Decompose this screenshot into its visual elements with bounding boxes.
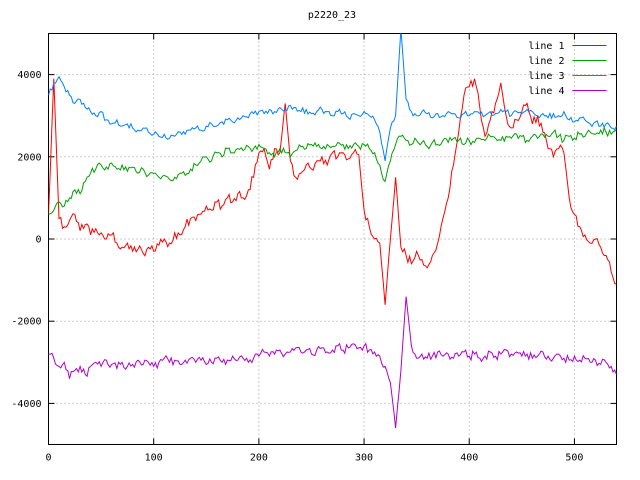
- x-tick-label: 400: [460, 453, 478, 464]
- y-tick-label: -2000: [11, 317, 41, 328]
- legend: line 1 line 2 line 3 line 4: [528, 41, 607, 97]
- chart-title: p2220_23: [308, 10, 356, 21]
- x-tick-label: 100: [145, 453, 163, 464]
- series-line-4: [48, 296, 617, 429]
- legend-label-2: line 2: [528, 56, 564, 67]
- y-tick-label: 0: [35, 235, 41, 246]
- legend-label-4: line 4: [528, 86, 564, 97]
- series-line-3: [48, 33, 617, 161]
- x-tick-label: 200: [250, 453, 268, 464]
- x-tick-label: 500: [565, 453, 583, 464]
- series-line-1: [48, 78, 617, 305]
- series-line-2: [48, 126, 617, 215]
- y-tick-label: -4000: [11, 399, 41, 410]
- legend-label-1: line 1: [528, 41, 564, 52]
- legend-label-3: line 3: [528, 71, 564, 82]
- x-tick-label: 300: [355, 453, 373, 464]
- y-tick-label: 4000: [17, 70, 41, 81]
- axes: 0 100 200 300 400 500 -4000 -2000 0 2000 4000: [11, 33, 617, 464]
- x-tick-label: 0: [45, 453, 51, 464]
- y-tick-label: 2000: [17, 152, 41, 163]
- series-group: [48, 33, 617, 429]
